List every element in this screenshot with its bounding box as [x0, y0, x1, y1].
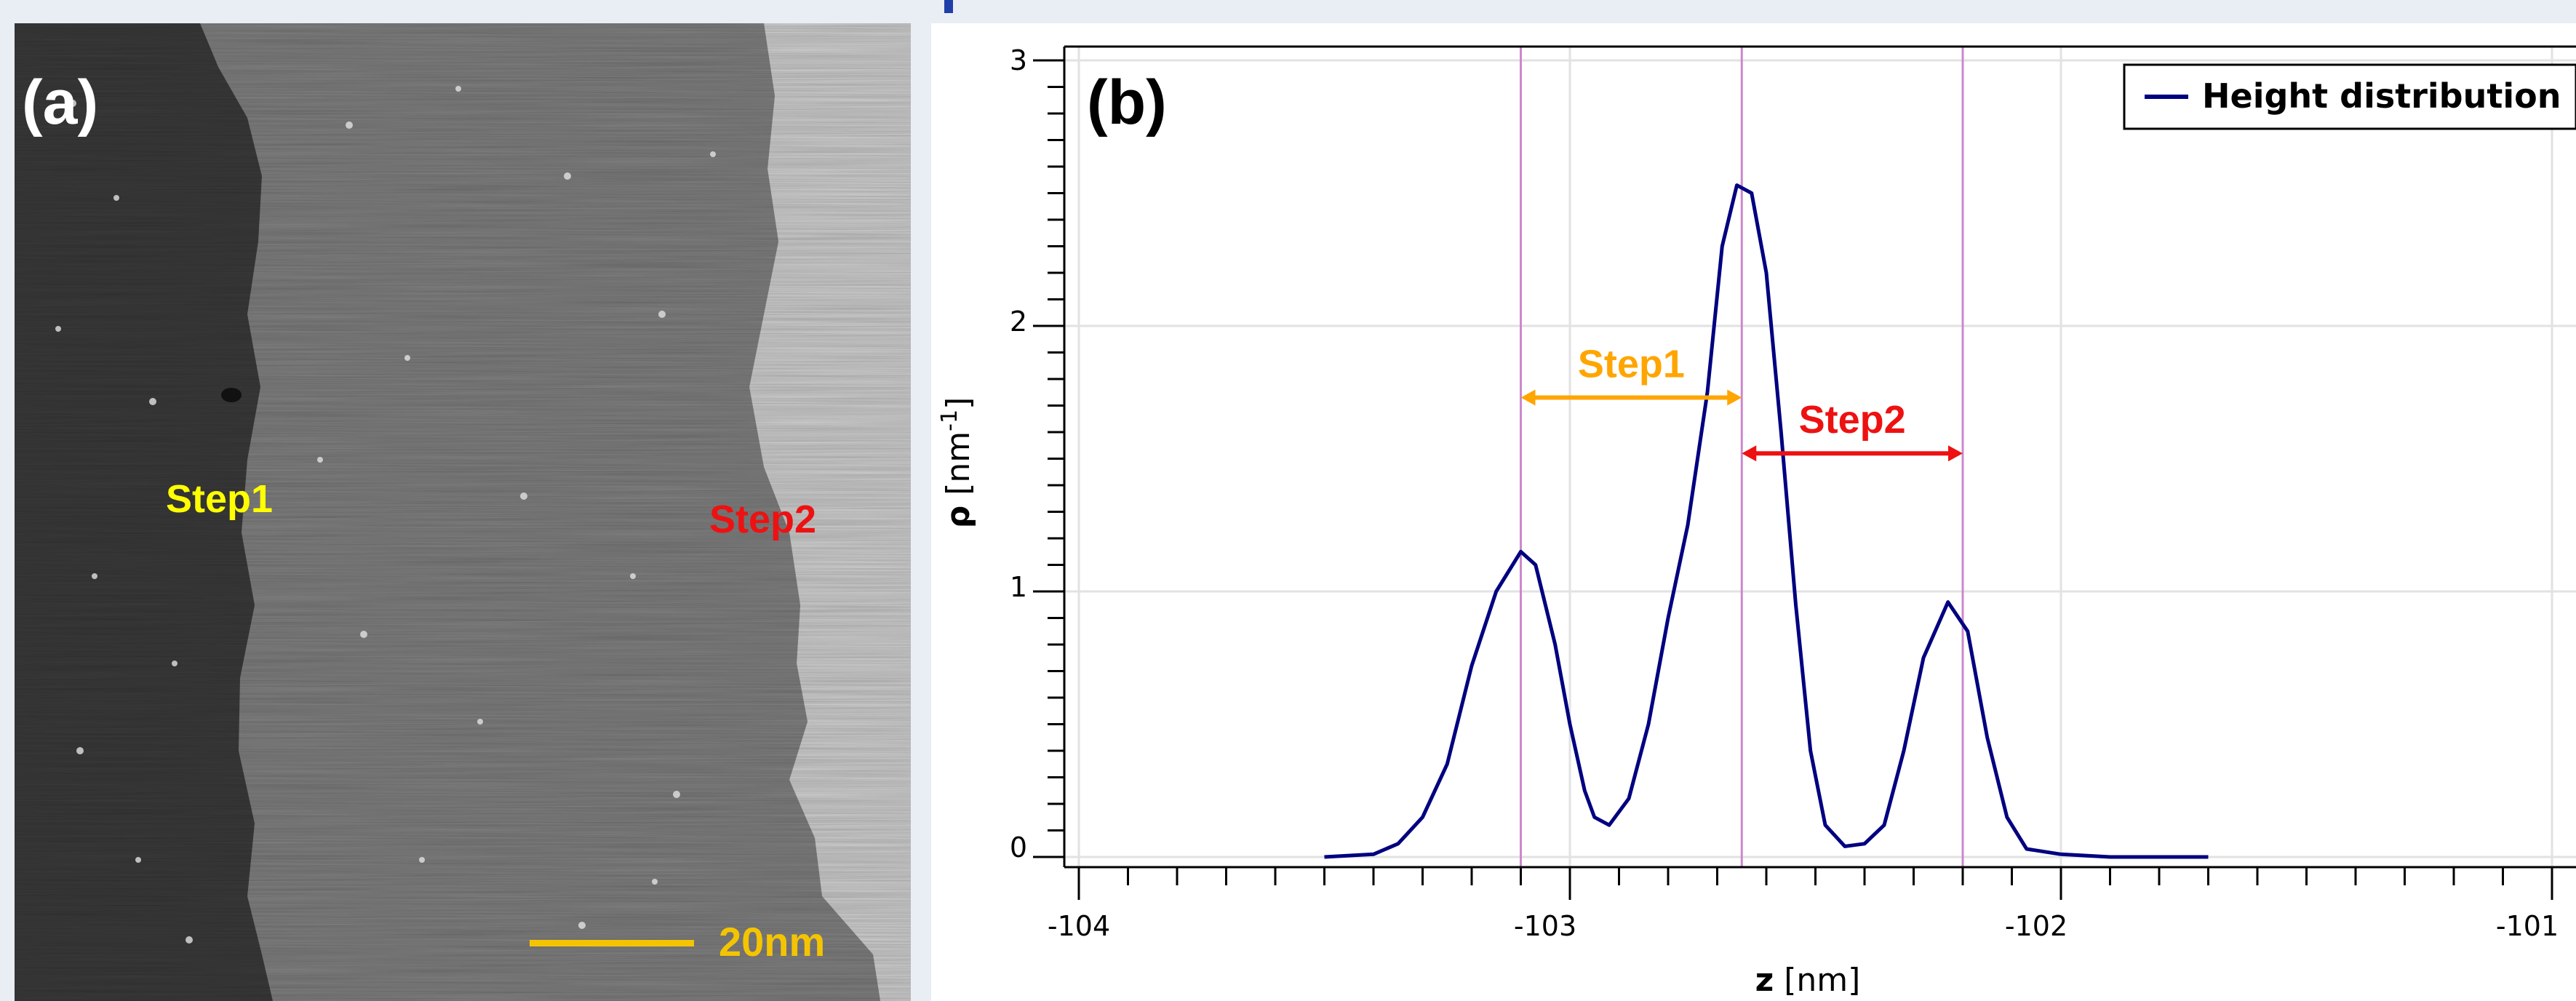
- step-arrowhead-right-0: [1727, 389, 1742, 406]
- surface-particles: [55, 86, 716, 944]
- y-axis-unit-pre: [nm: [940, 431, 977, 495]
- surface-pit: [221, 388, 242, 402]
- y-axis-unit-post: ]: [940, 397, 977, 410]
- y-axis-symbol: ρ: [940, 506, 977, 529]
- height-distribution-panel: -104 -103 -102 -101 0 1 2 3 z [nm] ρ [nm…: [931, 23, 2576, 1001]
- x-tick-label-3: -101: [2496, 910, 2559, 942]
- y-axis-unit-exponent: -1: [937, 410, 962, 431]
- panel-b-label: (b): [1087, 68, 1167, 137]
- scan-noise: [15, 23, 911, 1001]
- grid-lines: [1064, 47, 2576, 867]
- scale-bar: [530, 940, 694, 946]
- y-tick-label-3: 3: [1010, 44, 1027, 76]
- legend-box: [2123, 63, 2576, 130]
- step-arrowhead-right-1: [1948, 445, 1963, 462]
- scale-bar-label: 20nm: [719, 919, 825, 965]
- x-tick-label-0: -104: [1048, 910, 1110, 942]
- step2-label-a: Step2: [709, 498, 816, 541]
- title-accent-bar: [944, 0, 953, 13]
- x-axis-title: z [nm]: [1755, 962, 1861, 999]
- step-marker-lines: [1520, 47, 1964, 867]
- step1-label-b: Step1: [1578, 343, 1685, 386]
- x-tick-label-1: -103: [1514, 910, 1576, 942]
- x-axis-unit: [nm]: [1784, 962, 1860, 999]
- step2-label-b: Step2: [1799, 398, 1906, 442]
- y-tick-label-2: 2: [1010, 306, 1027, 338]
- legend-entry-label: Height distribution: [2202, 76, 2561, 116]
- step-arrowhead-left-1: [1742, 445, 1757, 462]
- afm-image-panel: (a) Step1 Step2 20nm: [15, 23, 911, 1001]
- panel-a-label: (a): [22, 68, 98, 137]
- x-axis-symbol: z: [1755, 962, 1774, 999]
- x-axis-ticks: [1077, 867, 2553, 900]
- y-tick-label-0: 0: [1010, 831, 1027, 864]
- y-axis-title: ρ [nm-1]: [937, 397, 978, 529]
- step-arrowhead-left-0: [1520, 389, 1536, 406]
- legend: Height distribution: [2123, 63, 2576, 130]
- step-annotations: [1520, 389, 1963, 462]
- x-tick-label-2: -102: [2005, 910, 2067, 942]
- height-distribution-line: [1324, 183, 2209, 859]
- step1-label-a: Step1: [166, 477, 273, 521]
- y-axis-ticks: [1033, 59, 1064, 858]
- y-tick-label-1: 1: [1010, 571, 1027, 603]
